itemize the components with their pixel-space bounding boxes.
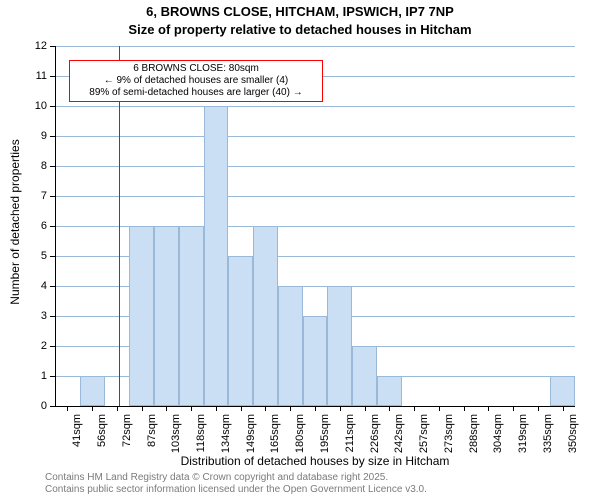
x-tick-label: 149sqm (245, 414, 257, 453)
gridline (55, 196, 575, 197)
gridline (55, 166, 575, 167)
x-tick-label: 335sqm (542, 414, 554, 453)
x-tick-label: 319sqm (517, 414, 529, 453)
y-tick-label: 3 (27, 310, 47, 322)
title-line1: 6, BROWNS CLOSE, HITCHAM, IPSWICH, IP7 7… (0, 4, 600, 19)
x-axis-label: Distribution of detached houses by size … (55, 454, 575, 468)
gridline (55, 136, 575, 137)
annotation-line: 89% of semi-detached houses are larger (… (73, 87, 319, 99)
x-tick-label: 180sqm (294, 414, 306, 453)
x-tick-label: 273sqm (443, 414, 455, 453)
x-tick-label: 134sqm (220, 414, 232, 453)
x-tick-label: 257sqm (418, 414, 430, 453)
x-tick-label: 304sqm (492, 414, 504, 453)
histogram-bar (278, 286, 303, 406)
histogram-bar (204, 106, 229, 406)
histogram-bar (327, 286, 352, 406)
y-tick-label: 5 (27, 250, 47, 262)
annotation-line: ← 9% of detached houses are smaller (4) (73, 75, 319, 87)
y-tick-label: 12 (27, 40, 47, 52)
y-tick-label: 7 (27, 190, 47, 202)
y-tick-label: 1 (27, 370, 47, 382)
y-tick-label: 2 (27, 340, 47, 352)
histogram-bar (550, 376, 575, 406)
histogram-bar (179, 226, 204, 406)
x-axis-line (55, 406, 575, 407)
y-tick-label: 11 (27, 70, 47, 82)
histogram-bar (303, 316, 328, 406)
x-tick-label: 195sqm (319, 414, 331, 453)
y-tick-label: 8 (27, 160, 47, 172)
histogram-bar (129, 226, 154, 406)
histogram-bar (154, 226, 179, 406)
histogram-bar (80, 376, 105, 406)
title-line2: Size of property relative to detached ho… (0, 22, 600, 37)
y-axis-label: Number of detached properties (8, 122, 22, 322)
footer-line1: Contains HM Land Registry data © Crown c… (45, 472, 388, 484)
chart-plot-area: 012345678910111241sqm56sqm72sqm87sqm103s… (55, 46, 575, 406)
x-tick-label: 87sqm (146, 414, 158, 447)
y-tick-label: 10 (27, 100, 47, 112)
x-tick-label: 72sqm (121, 414, 133, 447)
annotation-box: 6 BROWNS CLOSE: 80sqm← 9% of detached ho… (69, 60, 323, 102)
y-tick-label: 6 (27, 220, 47, 232)
annotation-line: 6 BROWNS CLOSE: 80sqm (73, 63, 319, 75)
x-tick-label: 118sqm (195, 414, 207, 452)
gridline (55, 46, 575, 47)
histogram-bar (352, 346, 377, 406)
y-axis-line (55, 46, 56, 406)
x-tick-label: 56sqm (96, 414, 108, 447)
x-tick-label: 165sqm (269, 414, 281, 453)
x-tick-label: 288sqm (468, 414, 480, 453)
x-tick-label: 242sqm (393, 414, 405, 453)
histogram-bar (377, 376, 402, 406)
x-tick-label: 41sqm (71, 414, 83, 447)
x-tick-label: 350sqm (567, 414, 579, 453)
y-tick-label: 0 (27, 400, 47, 412)
histogram-bar (253, 226, 278, 406)
x-tick-label: 226sqm (369, 414, 381, 453)
y-tick-label: 9 (27, 130, 47, 142)
footer-line2: Contains public sector information licen… (45, 484, 427, 496)
x-tick-label: 103sqm (170, 414, 182, 453)
y-tick-label: 4 (27, 280, 47, 292)
gridline (55, 106, 575, 107)
x-tick-label: 211sqm (344, 414, 356, 452)
histogram-bar (228, 256, 253, 406)
